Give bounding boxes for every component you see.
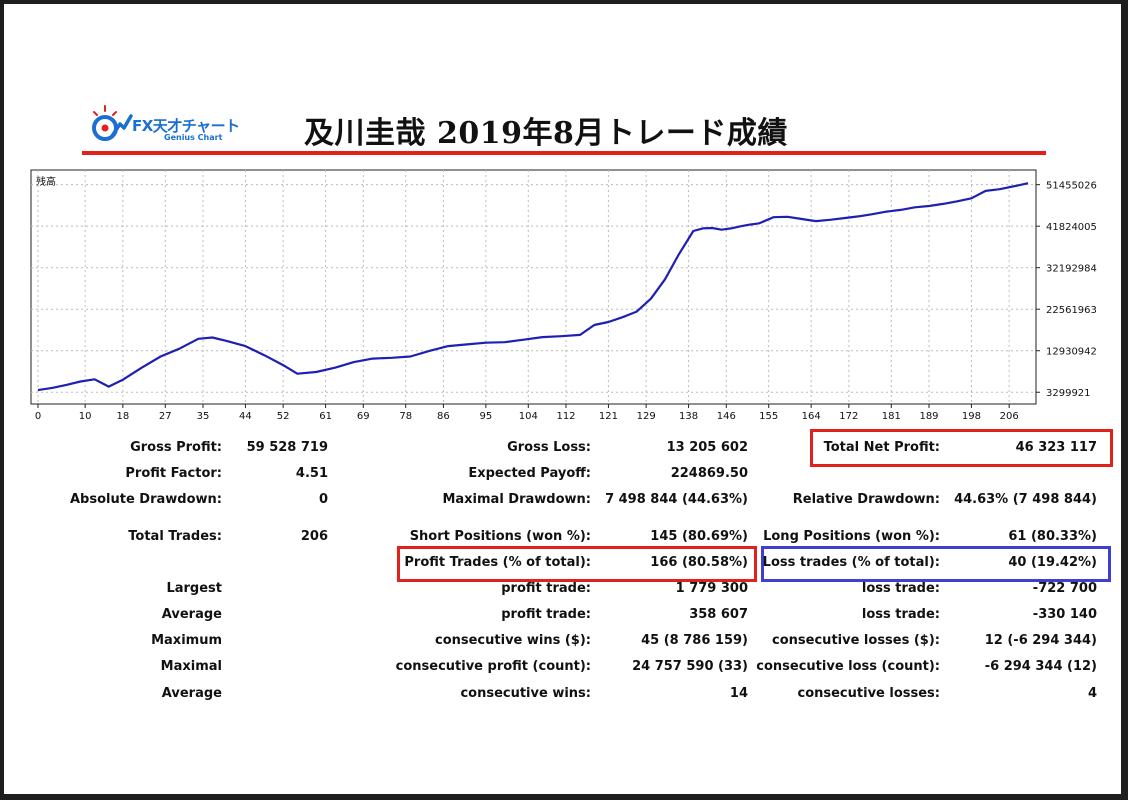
balance-series-line: [37, 182, 1029, 392]
largest-row-label: Largest: [166, 581, 222, 596]
average-loss-value: -330 140: [1032, 607, 1097, 622]
maximal-loss-value: -6 294 344 (12): [984, 659, 1097, 674]
maximum-loss-label: consecutive losses ($):: [772, 633, 940, 648]
average-row-label: Average: [161, 607, 222, 622]
y-axis-ticks: 51455026 41824005 32192984 22561963 12930942…: [1036, 181, 1097, 399]
average-consec-profit-label: consecutive wins:: [460, 686, 591, 701]
gross-profit-value: 59 528 719: [246, 440, 328, 455]
expected-payoff-value: 224869.50: [670, 466, 748, 481]
largest-profit-value: 1 779 300: [675, 581, 748, 596]
long-positions-value: 61 (80.33%): [1008, 529, 1097, 544]
balance-chart: 残高 0 10 18 27 35 44 52 61 69 78 86 95 104 112 121 129 13…: [30, 169, 1097, 422]
y-tick-label: 22561963: [1046, 305, 1097, 316]
profit-factor-value: 4.51: [295, 466, 328, 481]
profit-factor-label: Profit Factor:: [125, 466, 222, 481]
average-consec-row-label: Average: [161, 686, 222, 701]
y-tick-label: 41824005: [1046, 222, 1097, 233]
x-tick-label: 138: [679, 411, 698, 422]
x-tick-label: 27: [159, 411, 172, 422]
long-positions-label: Long Positions (won %):: [763, 529, 940, 544]
x-tick-label: 104: [519, 411, 538, 422]
logo-mark-icon: [92, 105, 133, 141]
average-consec-loss-label: consecutive losses:: [797, 686, 940, 701]
expected-payoff-label: Expected Payoff:: [468, 466, 591, 481]
largest-loss-label: loss trade:: [861, 581, 940, 596]
x-tick-label: 146: [717, 411, 736, 422]
loss-trades-value: 40 (19.42%): [1008, 555, 1097, 570]
plot-area: [30, 169, 1037, 405]
y-tick-label: 32192984: [1046, 264, 1097, 275]
average-consec-loss-value: 4: [1087, 686, 1097, 701]
x-tick-label: 121: [599, 411, 618, 422]
average-consec-profit-value: 14: [729, 686, 748, 701]
x-tick-label: 181: [882, 411, 901, 422]
average-loss-label: loss trade:: [861, 607, 940, 622]
x-tick-label: 155: [759, 411, 778, 422]
x-tick-label: 129: [637, 411, 656, 422]
x-tick-label: 10: [79, 411, 92, 422]
maximal-row-label: Maximal: [160, 659, 222, 674]
total-net-profit-label: Total Net Profit:: [823, 440, 940, 455]
average-profit-value: 358 607: [689, 607, 748, 622]
maximum-profit-value: 45 (8 786 159): [641, 633, 748, 648]
gross-loss-label: Gross Loss:: [507, 440, 591, 455]
maximum-loss-value: 12 (-6 294 344): [984, 633, 1097, 648]
total-net-profit-highlight: [810, 429, 1113, 467]
y-axis-label: 残高: [36, 175, 56, 188]
profit-trades-highlight: [397, 546, 757, 582]
absolute-drawdown-value: 0: [318, 492, 328, 507]
relative-drawdown-value: 44.63% (7 498 844): [954, 492, 1097, 507]
x-tick-label: 189: [919, 411, 938, 422]
loss-trades-label: Loss trades (% of total):: [762, 555, 940, 570]
x-tick-label: 69: [357, 411, 370, 422]
x-tick-label: 172: [839, 411, 858, 422]
y-tick-label: 12930942: [1046, 347, 1097, 358]
profit-trades-label: Profit Trades (% of total):: [404, 555, 591, 570]
largest-profit-label: profit trade:: [501, 581, 591, 596]
maximal-profit-value: 24 757 590 (33): [632, 659, 748, 674]
x-tick-label: 164: [802, 411, 821, 422]
title-underline: [82, 151, 1046, 155]
fx-genius-chart-logo: FX天才チャート Genius Chart: [90, 102, 250, 146]
logo-main-text: FX天才チャート: [132, 117, 240, 135]
maximum-row-label: Maximum: [151, 633, 222, 648]
gross-loss-value: 13 205 602: [666, 440, 748, 455]
maximum-profit-label: consecutive wins ($):: [434, 633, 591, 648]
grid-lines: [31, 170, 1036, 404]
maximal-profit-label: consecutive profit (count):: [395, 659, 591, 674]
x-tick-label: 35: [197, 411, 210, 422]
short-positions-label: Short Positions (won %):: [409, 529, 591, 544]
maximal-drawdown-value: 7 498 844 (44.63%): [605, 492, 748, 507]
x-tick-label: 44: [239, 411, 252, 422]
x-axis-ticks: 0 10 18 27 35 44 52 61 69 78 86 95 104 112 121 129 138 14…: [35, 404, 1019, 422]
y-tick-label: 3299921: [1046, 388, 1091, 399]
largest-loss-value: -722 700: [1032, 581, 1097, 596]
x-tick-label: 86: [437, 411, 450, 422]
relative-drawdown-label: Relative Drawdown:: [792, 492, 940, 507]
x-tick-label: 18: [116, 411, 129, 422]
maximal-drawdown-label: Maximal Drawdown:: [442, 492, 591, 507]
loss-trades-highlight: [761, 546, 1111, 582]
gross-profit-label: Gross Profit:: [130, 440, 222, 455]
x-tick-label: 0: [35, 411, 41, 422]
absolute-drawdown-label: Absolute Drawdown:: [70, 492, 222, 507]
y-tick-label: 51455026: [1046, 181, 1097, 192]
report-page: FX天才チャート Genius Chart 及川圭哉 2019年8月トレード成績…: [4, 4, 1121, 794]
profit-trades-value: 166 (80.58%): [650, 555, 748, 570]
total-trades-label: Total Trades:: [128, 529, 222, 544]
x-tick-label: 61: [319, 411, 332, 422]
average-profit-label: profit trade:: [501, 607, 591, 622]
x-tick-label: 112: [556, 411, 575, 422]
x-tick-label: 206: [1000, 411, 1019, 422]
total-net-profit-value: 46 323 117: [1015, 440, 1097, 455]
x-tick-label: 198: [962, 411, 981, 422]
short-positions-value: 145 (80.69%): [650, 529, 748, 544]
maximal-loss-label: consecutive loss (count):: [756, 659, 940, 674]
logo-sub-text: Genius Chart: [164, 133, 223, 142]
page-title: 及川圭哉 2019年8月トレード成績: [304, 116, 788, 151]
x-tick-label: 78: [399, 411, 412, 422]
x-tick-label: 95: [479, 411, 492, 422]
total-trades-value: 206: [300, 529, 328, 544]
x-tick-label: 52: [277, 411, 290, 422]
